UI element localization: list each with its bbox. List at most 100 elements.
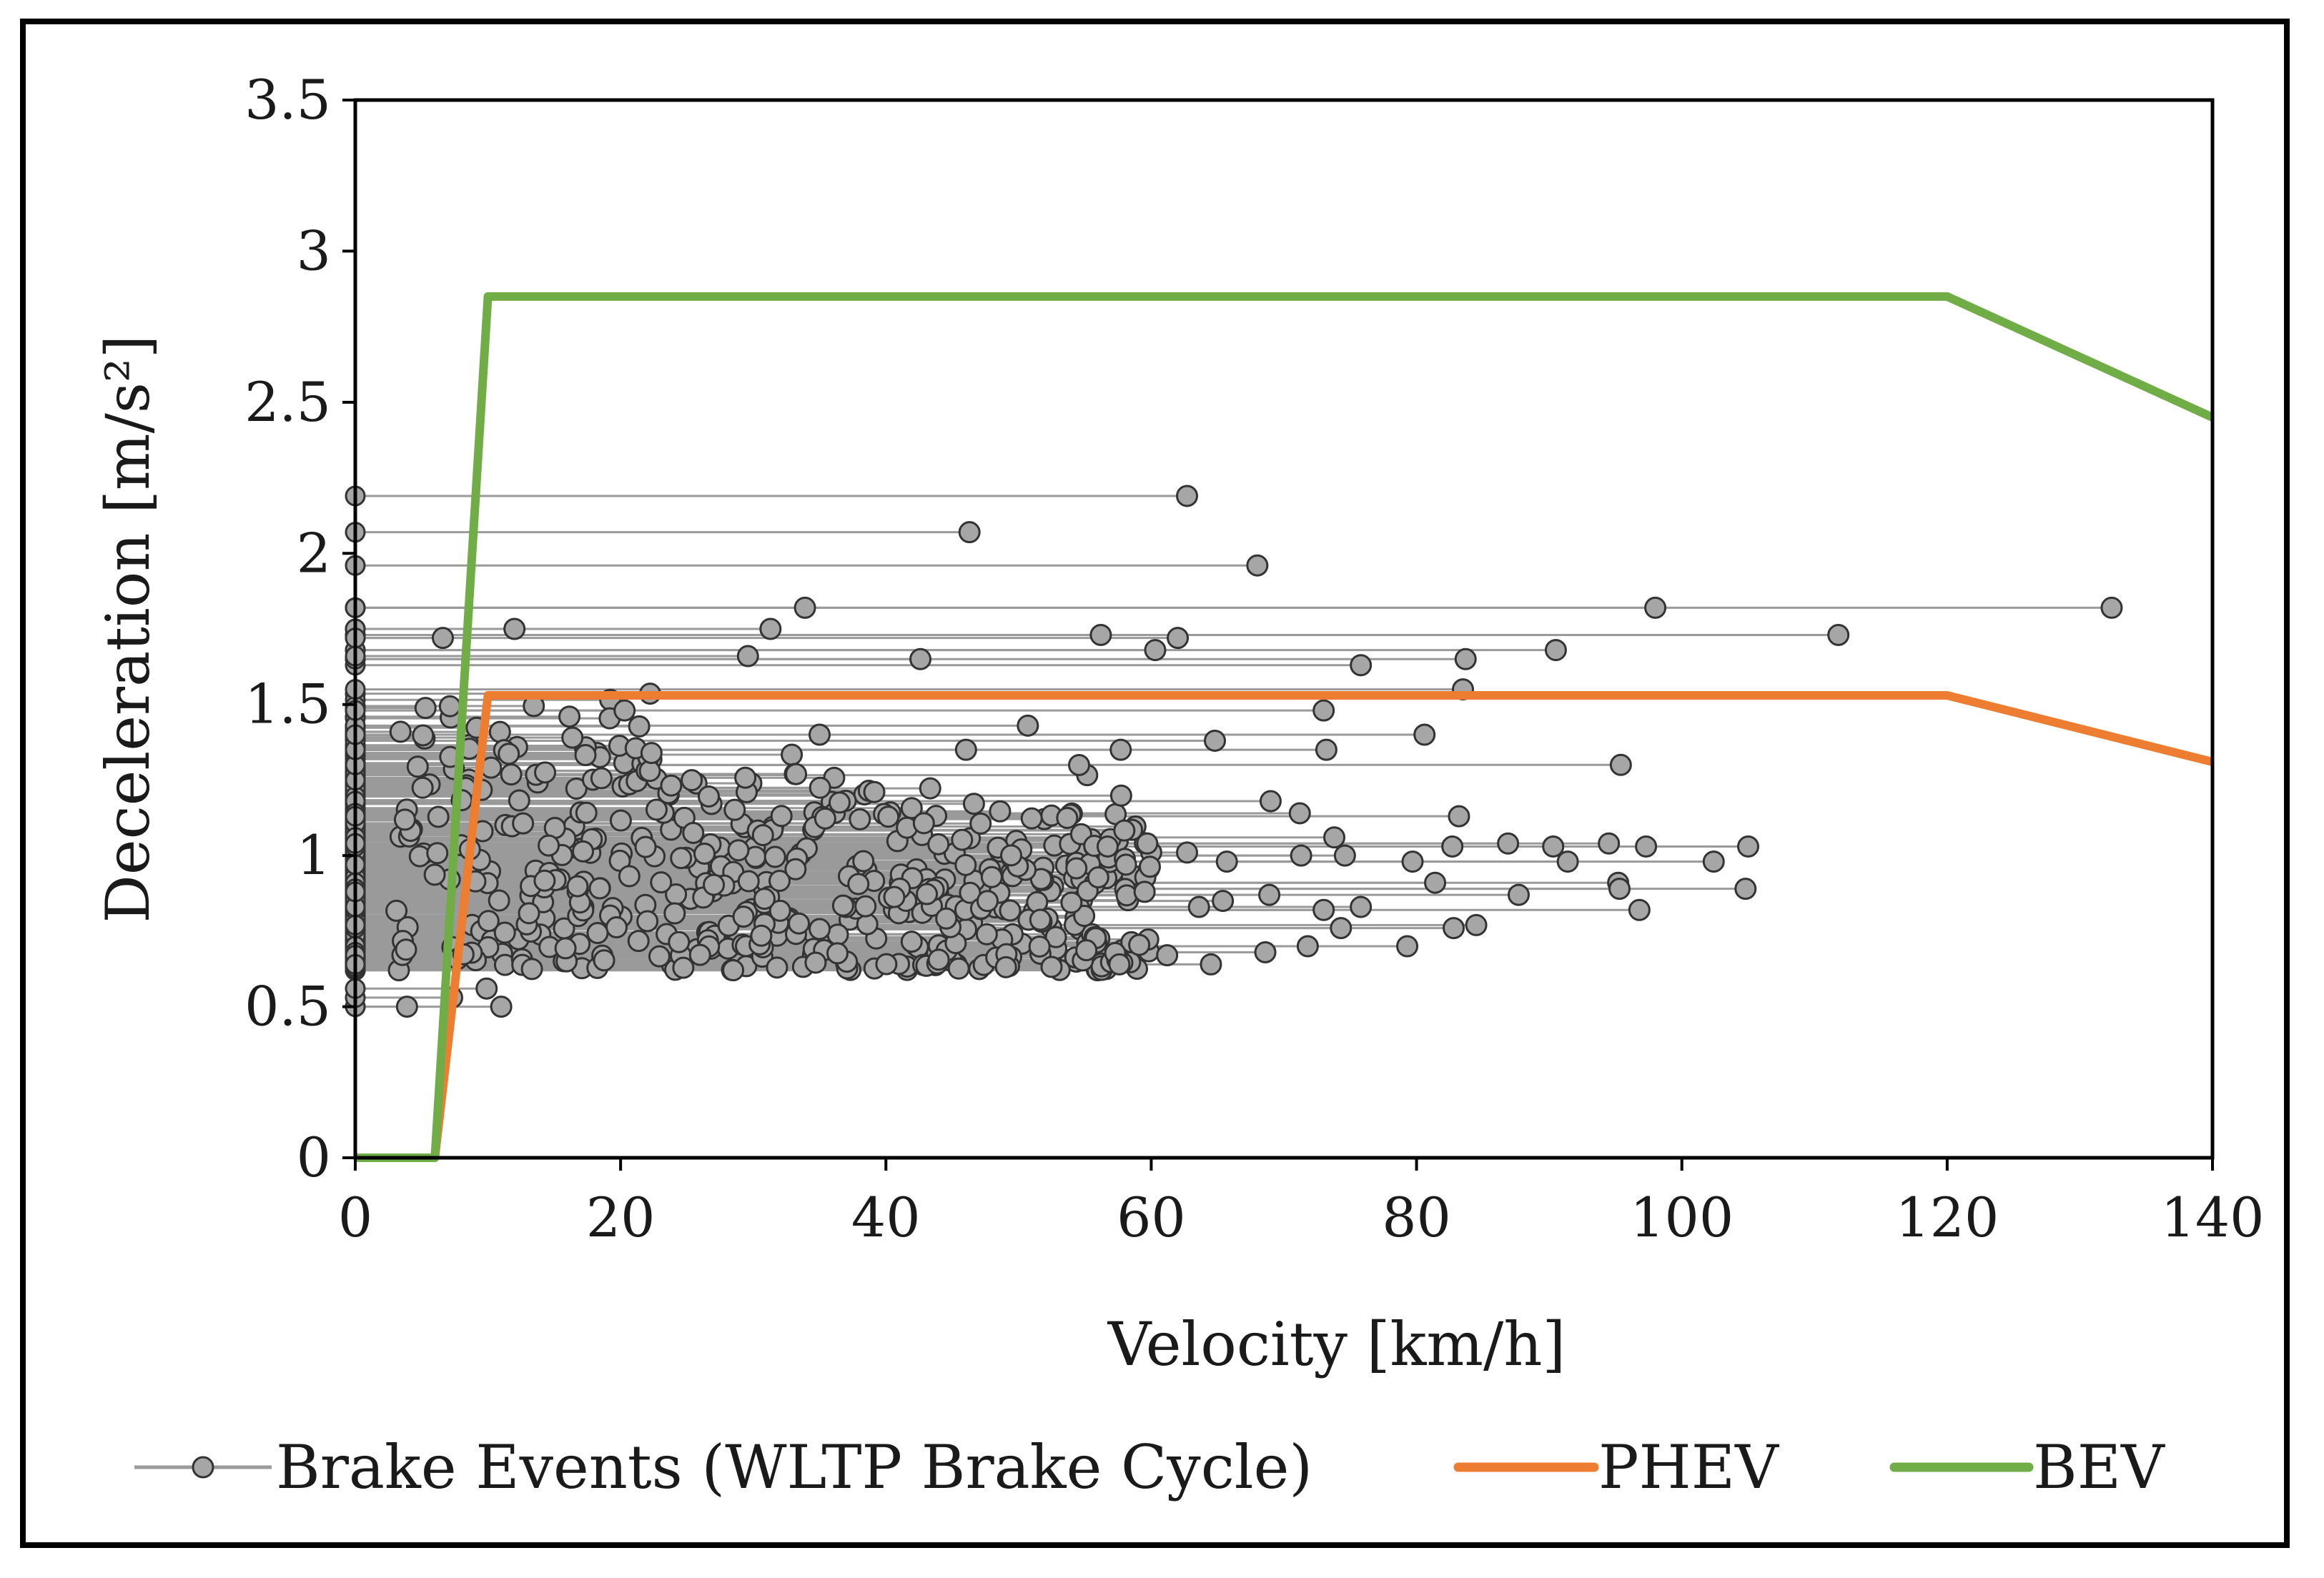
brake-event-point <box>768 899 791 922</box>
brake-event-point <box>660 774 683 797</box>
brake-event-point <box>788 912 811 935</box>
brake-event-point <box>1628 898 1651 921</box>
brake-event-point <box>1441 835 1464 858</box>
brake-event-point <box>1000 844 1023 867</box>
brake-event-point <box>768 870 791 893</box>
y-tick-label: 2.5 <box>244 370 331 434</box>
brake-event-point <box>488 889 510 912</box>
brake-event-point <box>1448 805 1470 828</box>
brake-event-point <box>609 809 632 832</box>
brake-event-point <box>804 951 827 974</box>
legend-events-marker <box>192 1456 214 1479</box>
brake-event-point <box>1644 596 1667 619</box>
x-tick-label: 80 <box>1382 1186 1451 1249</box>
brake-event-point <box>1167 627 1190 650</box>
brake-event-point <box>490 996 513 1018</box>
brake-event-point <box>1542 835 1565 858</box>
brake-event-point <box>1507 883 1530 906</box>
brake-event-point <box>640 742 663 765</box>
brake-event-point <box>395 996 418 1018</box>
brake-event-point <box>503 617 526 640</box>
brake-event-point <box>849 808 871 830</box>
brake-event-point <box>989 800 1012 823</box>
brake-event-point <box>1020 807 1043 830</box>
brake-event-point <box>935 907 958 930</box>
brake-event-point <box>1258 883 1281 906</box>
brake-event-point <box>994 956 1017 978</box>
brake-event-point <box>681 769 703 792</box>
brake-event-point <box>1609 753 1632 776</box>
brake-event-point <box>1254 941 1277 963</box>
legend: Brake Events (WLTP Brake Cycle) PHEV BEV <box>134 1432 2165 1502</box>
brake-event-point <box>493 921 516 944</box>
brake-event-point <box>1312 898 1335 921</box>
brake-event-point <box>1350 654 1373 677</box>
brake-event-point <box>759 617 782 640</box>
brake-event-point <box>863 780 886 803</box>
brake-event-point <box>784 858 807 880</box>
brake-event-point <box>1544 639 1567 662</box>
brake-event-point <box>2100 596 2123 619</box>
brake-events-layer <box>345 485 2123 1018</box>
brake-event-point <box>1136 832 1159 855</box>
brake-event-point <box>1598 832 1621 855</box>
brake-event-point <box>395 938 417 961</box>
brake-event-point <box>1017 714 1039 737</box>
brake-event-point <box>572 840 595 863</box>
brake-event-point <box>1176 485 1199 507</box>
brake-event-point <box>919 777 941 800</box>
brake-event-point <box>723 798 746 821</box>
brake-event-point <box>488 720 511 743</box>
brake-event-point <box>574 744 597 767</box>
brake-event-point <box>1073 905 1096 928</box>
brake-event-point <box>650 871 673 894</box>
brake-event-point <box>1144 639 1167 662</box>
brake-event-point <box>431 627 454 650</box>
brake-event-point <box>732 905 755 928</box>
brake-event-point <box>854 895 877 918</box>
brake-event-point <box>663 902 686 925</box>
x-tick-label: 0 <box>338 1186 372 1249</box>
brake-event-point <box>393 808 416 831</box>
brake-event-point <box>927 948 950 971</box>
brake-event-point <box>688 943 711 966</box>
brake-event-point <box>826 942 849 965</box>
brake-event-point <box>1212 890 1235 913</box>
brake-event-point <box>1065 857 1088 880</box>
brake-event-point <box>969 812 992 835</box>
brake-event-point <box>593 949 615 972</box>
brake-event-point <box>1060 891 1083 914</box>
brake-event-point <box>962 793 985 815</box>
brake-event-point <box>411 776 434 799</box>
brake-event-point <box>668 931 691 953</box>
brake-event-point <box>737 870 760 893</box>
brake-event-point <box>828 791 851 814</box>
brake-event-point <box>751 824 774 847</box>
y-tick-label: 0 <box>297 1126 331 1189</box>
brake-event-point <box>1056 807 1079 830</box>
x-tick-label: 20 <box>586 1186 656 1249</box>
brake-event-point <box>438 695 461 718</box>
brake-event-point <box>518 902 540 925</box>
brake-event-point <box>682 821 705 844</box>
brake-event-point <box>1114 853 1137 876</box>
brake-event-point <box>976 890 999 913</box>
brake-event-point <box>389 720 412 743</box>
brake-event-point <box>1215 850 1238 873</box>
brake-event-point <box>1333 844 1356 867</box>
brake-event-point <box>980 865 1003 888</box>
brake-event-point <box>477 910 500 933</box>
brake-event-point <box>954 738 977 761</box>
brake-event-point <box>1200 953 1222 976</box>
brake-event-point <box>1109 784 1132 807</box>
brake-event-point <box>1068 753 1091 776</box>
y-tick-label: 0.5 <box>244 975 331 1038</box>
brake-event-point <box>809 918 831 941</box>
brake-event-point <box>1204 729 1227 752</box>
brake-event-point <box>1108 953 1131 976</box>
brake-event-point <box>722 959 745 982</box>
brake-event-point <box>734 766 757 789</box>
brake-event-point <box>785 763 808 785</box>
brake-event-point <box>1259 790 1282 813</box>
brake-event-point <box>814 807 836 830</box>
